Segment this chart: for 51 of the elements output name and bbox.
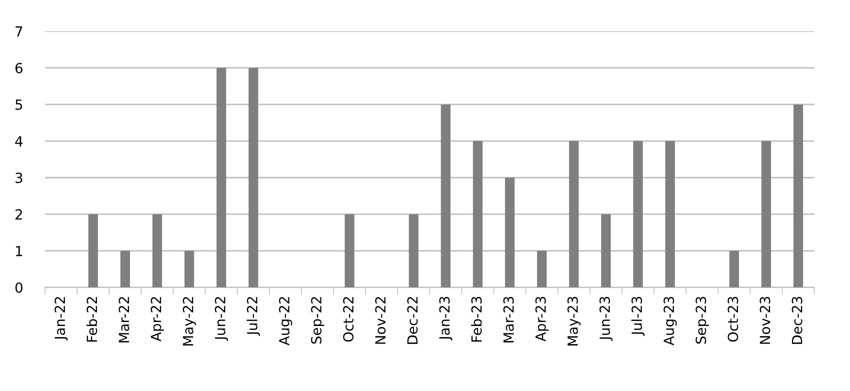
x-tick-label: Mar-23 [503, 296, 514, 342]
y-tick-label: 6 [15, 62, 22, 74]
bar [793, 104, 804, 288]
x-tick-label: Feb-23 [471, 296, 482, 342]
bar [248, 68, 258, 288]
x-tick-label: Mar-22 [118, 297, 130, 342]
x-tick-label: Jun-22 [214, 297, 228, 341]
x-tick-label: Aug-22 [278, 297, 292, 346]
x-tick-label: Nov-22 [375, 297, 386, 344]
y-tick-label: 0 [15, 282, 22, 293]
x-tick-label: Jul-23 [631, 296, 645, 336]
x-tick-label: Sep-22 [311, 297, 324, 344]
bar [216, 68, 226, 288]
bar [761, 141, 772, 288]
y-tick-label: 2 [16, 209, 22, 220]
x-tick-label: Oct-22 [343, 297, 354, 342]
x-tick-label: Nov-23 [760, 296, 770, 344]
bar [665, 141, 675, 288]
y-tick-label: 1 [16, 246, 22, 256]
bar [504, 178, 515, 288]
x-tick-label: Dec-22 [407, 297, 418, 344]
bar [408, 214, 418, 288]
x-tick-label: Oct-23 [728, 296, 738, 342]
x-tick-label: Apr-23 [535, 296, 549, 342]
bar [633, 141, 643, 288]
bar [88, 214, 98, 288]
x-tick-label: Jan-22 [54, 297, 68, 341]
x-tick-label: Jul-22 [246, 297, 260, 336]
bar [601, 214, 611, 288]
bar [729, 250, 739, 288]
x-tick-label: Jan-23 [439, 296, 452, 341]
bar [120, 250, 130, 288]
bar [537, 250, 547, 288]
bar [184, 250, 194, 288]
y-tick-label: 5 [16, 100, 22, 110]
x-tick-label: Apr-22 [150, 297, 164, 342]
y-tick-label: 3 [16, 172, 22, 184]
bar [569, 141, 579, 288]
x-tick-label: Dec-23 [792, 296, 802, 344]
y-tick-label: 4 [15, 136, 23, 146]
bar [152, 214, 162, 288]
x-tick-label: May-23 [567, 296, 581, 346]
y-tick-label: 7 [16, 26, 22, 37]
bar [440, 104, 451, 288]
x-tick-label: Aug-23 [664, 296, 677, 346]
x-tick-label: May-22 [182, 297, 196, 346]
x-tick-label: Feb-22 [86, 297, 98, 342]
bar [344, 214, 354, 288]
x-tick-label: Sep-23 [696, 296, 709, 344]
bar [472, 141, 483, 288]
x-tick-label: Jun-23 [599, 296, 613, 341]
